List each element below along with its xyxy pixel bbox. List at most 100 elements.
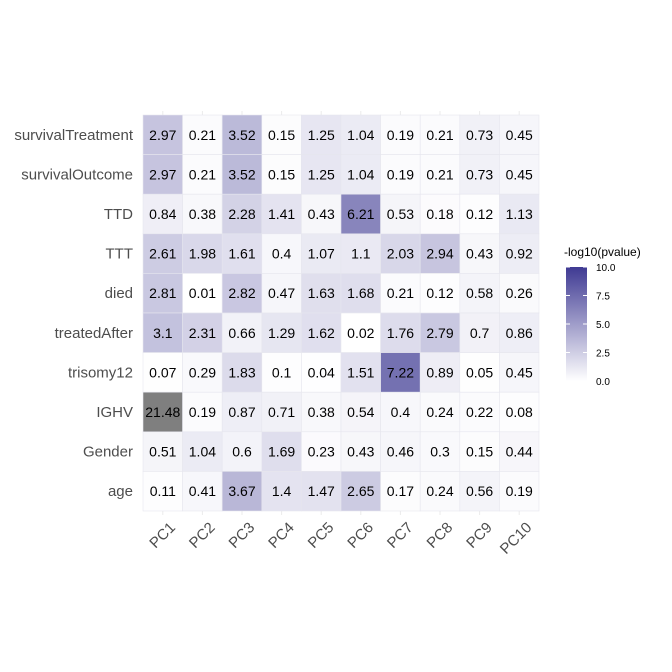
x-label-pc8: PC8 <box>424 519 457 552</box>
heatmap-cell <box>182 471 223 512</box>
cell-value-label: 0.43 <box>347 444 374 460</box>
cell-value-label: 0.6 <box>232 444 252 460</box>
heatmap-cell <box>459 391 500 433</box>
heatmap-cell <box>142 471 183 512</box>
heatmap-cell <box>301 312 342 353</box>
cell-value-label: 0.54 <box>347 404 374 420</box>
heatmap-cell <box>301 431 342 472</box>
cell-value-label: 0.73 <box>466 127 493 143</box>
legend-tick-label: 7.5 <box>596 292 610 303</box>
cell-value-label: 1.61 <box>228 246 255 262</box>
heatmap-cell <box>301 154 342 195</box>
heatmap-cell <box>221 233 263 274</box>
cell-value-label: 0.45 <box>506 166 533 182</box>
cell-value-label: 7.22 <box>387 364 414 380</box>
heatmap-cell <box>419 431 461 472</box>
heatmap-cell <box>380 233 421 274</box>
legend-ticks: 0.0 2.5 5.0 7.5 10.0 <box>566 263 616 388</box>
cell-value-label: 2.61 <box>149 246 176 262</box>
cell-value-label: 0.41 <box>189 483 216 499</box>
cell-value-label: 0.1 <box>272 364 292 380</box>
cell-value-label: 0.12 <box>466 206 493 222</box>
y-label-died: died <box>105 285 133 302</box>
cell-value-label: 1.47 <box>308 483 335 499</box>
heatmap-cell <box>499 154 540 195</box>
cell-value-label: 0.01 <box>189 285 216 301</box>
x-label-pc7: PC7 <box>384 519 417 552</box>
heatmap-cell <box>459 471 500 512</box>
cell-value-label: 0.87 <box>228 404 255 420</box>
heatmap-cell <box>419 471 461 512</box>
y-label-survivaltreatment: survivalTreatment <box>14 127 133 144</box>
cell-value-label: 0.21 <box>189 166 216 182</box>
cell-value-label: 1.63 <box>308 285 335 301</box>
heatmap-cell <box>419 233 461 274</box>
cell-value-label: 0.24 <box>426 404 453 420</box>
heatmap-cell <box>221 154 263 195</box>
heatmap-cell <box>261 273 302 314</box>
x-label-pc3: PC3 <box>226 519 259 552</box>
heatmap-cell <box>142 312 183 353</box>
heatmap-cell <box>301 352 342 393</box>
x-label-pc10: PC10 <box>497 519 536 558</box>
cell-value-label: 3.67 <box>228 483 255 499</box>
cell-value-label: 3.1 <box>153 325 173 341</box>
heatmap-cell <box>459 273 500 314</box>
heatmap-cell <box>301 391 342 433</box>
heatmap-cell <box>261 154 302 195</box>
cell-value-label: 0.21 <box>426 127 453 143</box>
heatmap-cell <box>499 193 540 235</box>
cell-value-label: 2.81 <box>149 285 176 301</box>
heatmap-cell <box>340 114 381 155</box>
heatmap-cell <box>221 352 263 393</box>
cell-value-label: 0.12 <box>426 285 453 301</box>
y-label-survivaloutcome: survivalOutcome <box>21 166 133 183</box>
y-label-trisomy12: trisomy12 <box>68 364 133 381</box>
heatmap-cell <box>221 273 263 314</box>
x-label-pc1: PC1 <box>146 519 179 552</box>
heatmap-cell <box>459 312 500 353</box>
cell-value-label: 0.47 <box>268 285 295 301</box>
heatmap-cell <box>340 154 381 195</box>
heatmap-cell <box>340 352 381 393</box>
y-label-age: age <box>108 483 133 500</box>
heatmap-cell <box>419 114 461 155</box>
cell-value-label: 0.92 <box>506 246 533 262</box>
cell-value-label: 0.02 <box>347 325 374 341</box>
x-axis-labels: PC1 PC2 PC3 PC4 PC5 PC6 PC7 PC8 PC9 PC10 <box>146 519 535 558</box>
cell-value-label: 0.15 <box>268 166 295 182</box>
cell-value-label: 0.08 <box>506 404 533 420</box>
cell-value-label: 1.68 <box>347 285 374 301</box>
cell-value-label: 1.4 <box>272 483 292 499</box>
cell-value-label: 0.73 <box>466 166 493 182</box>
cell-value-label: 0.15 <box>466 444 493 460</box>
cell-value-label: 2.82 <box>228 285 255 301</box>
cell-value-label: 1.07 <box>308 246 335 262</box>
cell-value-label: 0.38 <box>308 404 335 420</box>
y-label-gender: Gender <box>83 444 133 461</box>
cell-value-label: 1.29 <box>268 325 295 341</box>
legend-tick-label: 10.0 <box>596 263 616 274</box>
heatmap-cell <box>340 312 381 353</box>
heatmap-cell <box>459 431 500 472</box>
heatmap-cell <box>142 193 183 235</box>
cell-value-label: 0.3 <box>430 444 450 460</box>
cell-value-label: 0.21 <box>426 166 453 182</box>
heatmap-cell <box>419 312 461 353</box>
cell-value-label: 1.41 <box>268 206 295 222</box>
cell-value-label: 0.29 <box>189 364 216 380</box>
cell-value-label: 0.44 <box>506 444 533 460</box>
heatmap-cell <box>182 352 223 393</box>
cell-value-label: 0.23 <box>308 444 335 460</box>
cell-value-label: 0.71 <box>268 404 295 420</box>
cell-value-label: 0.43 <box>466 246 493 262</box>
cell-value-label: 0.24 <box>426 483 453 499</box>
heatmap-cell <box>261 114 302 155</box>
cell-value-label: 3.52 <box>228 166 255 182</box>
cell-value-label: 0.05 <box>466 364 493 380</box>
heatmap-cell <box>142 154 183 195</box>
heatmap-cell <box>221 312 263 353</box>
cell-value-label: 0.45 <box>506 127 533 143</box>
cell-value-label: 0.21 <box>387 285 414 301</box>
x-label-pc9: PC9 <box>463 519 496 552</box>
